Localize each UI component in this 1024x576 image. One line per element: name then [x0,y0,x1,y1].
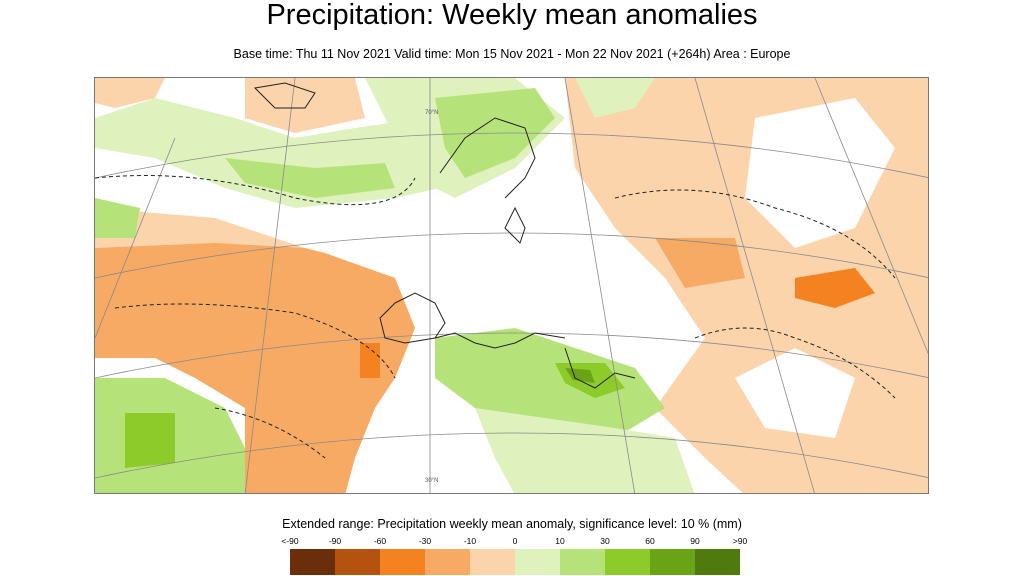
region-iberia-dry [360,343,380,378]
region-east-white-1 [745,98,895,248]
legend-swatch [335,549,380,575]
legend-tick: 10 [555,536,565,546]
region-east-white-2 [735,348,855,438]
legend-tick: >90 [732,536,748,546]
region-greenland-dry [95,78,165,108]
significance-contours [95,175,896,459]
legend-tick: 60 [645,536,655,546]
legend-swatch [290,549,335,575]
legend-tick: 90 [690,536,700,546]
region-arctic-wet [575,78,655,118]
legend-color-bar [290,549,740,575]
lat-label-30: 30°N [425,478,438,484]
legend-title: Extended range: Precipitation weekly mea… [282,517,742,531]
legend-tick: -60 [373,536,387,546]
legend-tick: 30 [600,536,610,546]
legend-swatch [380,549,425,575]
region-north-atlantic-wet-core [225,158,395,198]
region-labrador-wet [95,198,140,238]
region-iceland-dry [245,78,365,133]
region-east-white-3 [655,408,743,493]
anomaly-map: 70°N 30°N [94,77,929,494]
legend-swatch [605,549,650,575]
legend-swatch [515,549,560,575]
legend-swatch [650,549,695,575]
legend-tick: <-90 [281,536,299,546]
coastlines [253,82,636,389]
page-title: Precipitation: Weekly mean anomalies [266,0,758,31]
legend-swatch [425,549,470,575]
legend-tick: -30 [418,536,432,546]
lat-label-70: 70°N [425,110,438,116]
legend-tick: -90 [328,536,342,546]
subtitle: Base time: Thu 11 Nov 2021 Valid time: M… [233,47,791,61]
legend-tick: 0 [512,536,518,546]
region-eastern-europe-dry [655,238,745,288]
legend-swatch [560,549,605,575]
region-south-atlantic-wet-core [125,413,175,468]
region-atlantic-dry-light [95,208,305,248]
region-sahara-wet [475,408,695,493]
legend-swatch [470,549,515,575]
legend-tick: -10 [463,536,477,546]
region-atlantic-dry [95,233,415,493]
map-graticule [95,78,928,493]
legend-swatch [695,549,740,575]
region-caspian-dry [795,268,875,308]
legend-ticks: <-90 -90 -60 -30 -10 0 10 30 60 90 >90 [270,536,760,548]
